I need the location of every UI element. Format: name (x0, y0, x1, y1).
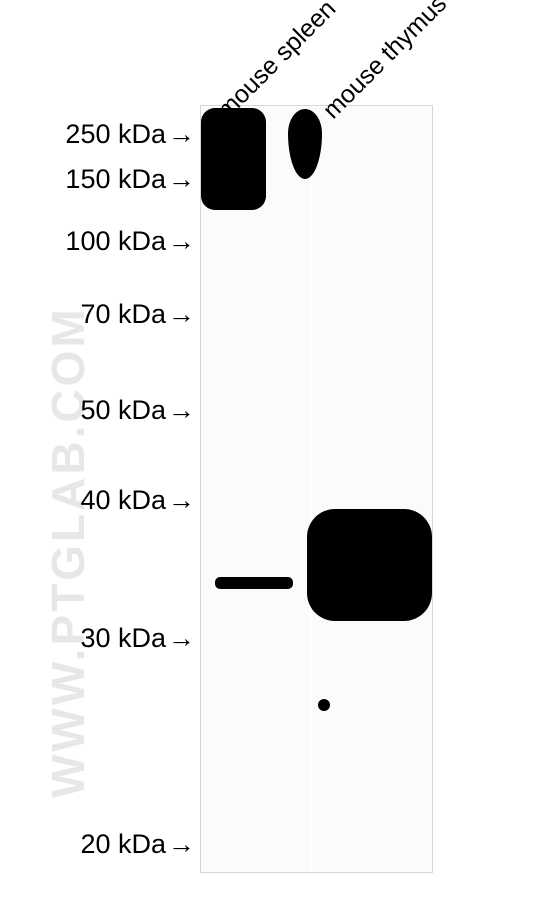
mw-marker-label: 30 kDa→ (80, 623, 195, 654)
blot-band (215, 577, 293, 589)
arrow-right-icon: → (168, 226, 195, 256)
lane-divider (309, 106, 312, 872)
arrow-right-icon: → (168, 119, 195, 149)
arrow-right-icon: → (168, 829, 195, 859)
mw-marker-label: 70 kDa→ (80, 299, 195, 330)
arrow-right-icon: → (168, 164, 195, 194)
mw-marker-label: 250 kDa→ (65, 119, 195, 150)
arrow-right-icon: → (168, 623, 195, 653)
mw-marker-label: 100 kDa→ (65, 226, 195, 257)
mw-marker-label: 40 kDa→ (80, 485, 195, 516)
mw-marker-label: 150 kDa→ (65, 164, 195, 195)
blot-band (307, 509, 432, 621)
mw-marker-label: 50 kDa→ (80, 395, 195, 426)
arrow-right-icon: → (168, 395, 195, 425)
blot-membrane (200, 105, 433, 873)
western-blot-figure: WWW.PTGLAB.COM 250 kDa→ 150 kDa→ 100 kDa→ 7… (0, 0, 540, 903)
mw-marker-label: 20 kDa→ (80, 829, 195, 860)
watermark-text: WWW.PTGLAB.COM (41, 306, 95, 798)
arrow-right-icon: → (168, 485, 195, 515)
blot-band (318, 699, 330, 711)
blot-band (288, 109, 322, 179)
arrow-right-icon: → (168, 299, 195, 329)
